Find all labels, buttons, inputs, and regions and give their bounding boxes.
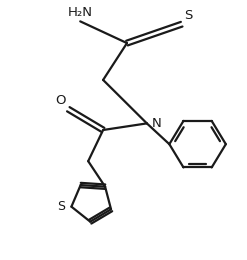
Text: S: S: [57, 200, 65, 213]
Text: N: N: [152, 117, 162, 130]
Text: S: S: [184, 9, 192, 22]
Text: O: O: [55, 94, 66, 107]
Text: H₂N: H₂N: [68, 6, 93, 19]
